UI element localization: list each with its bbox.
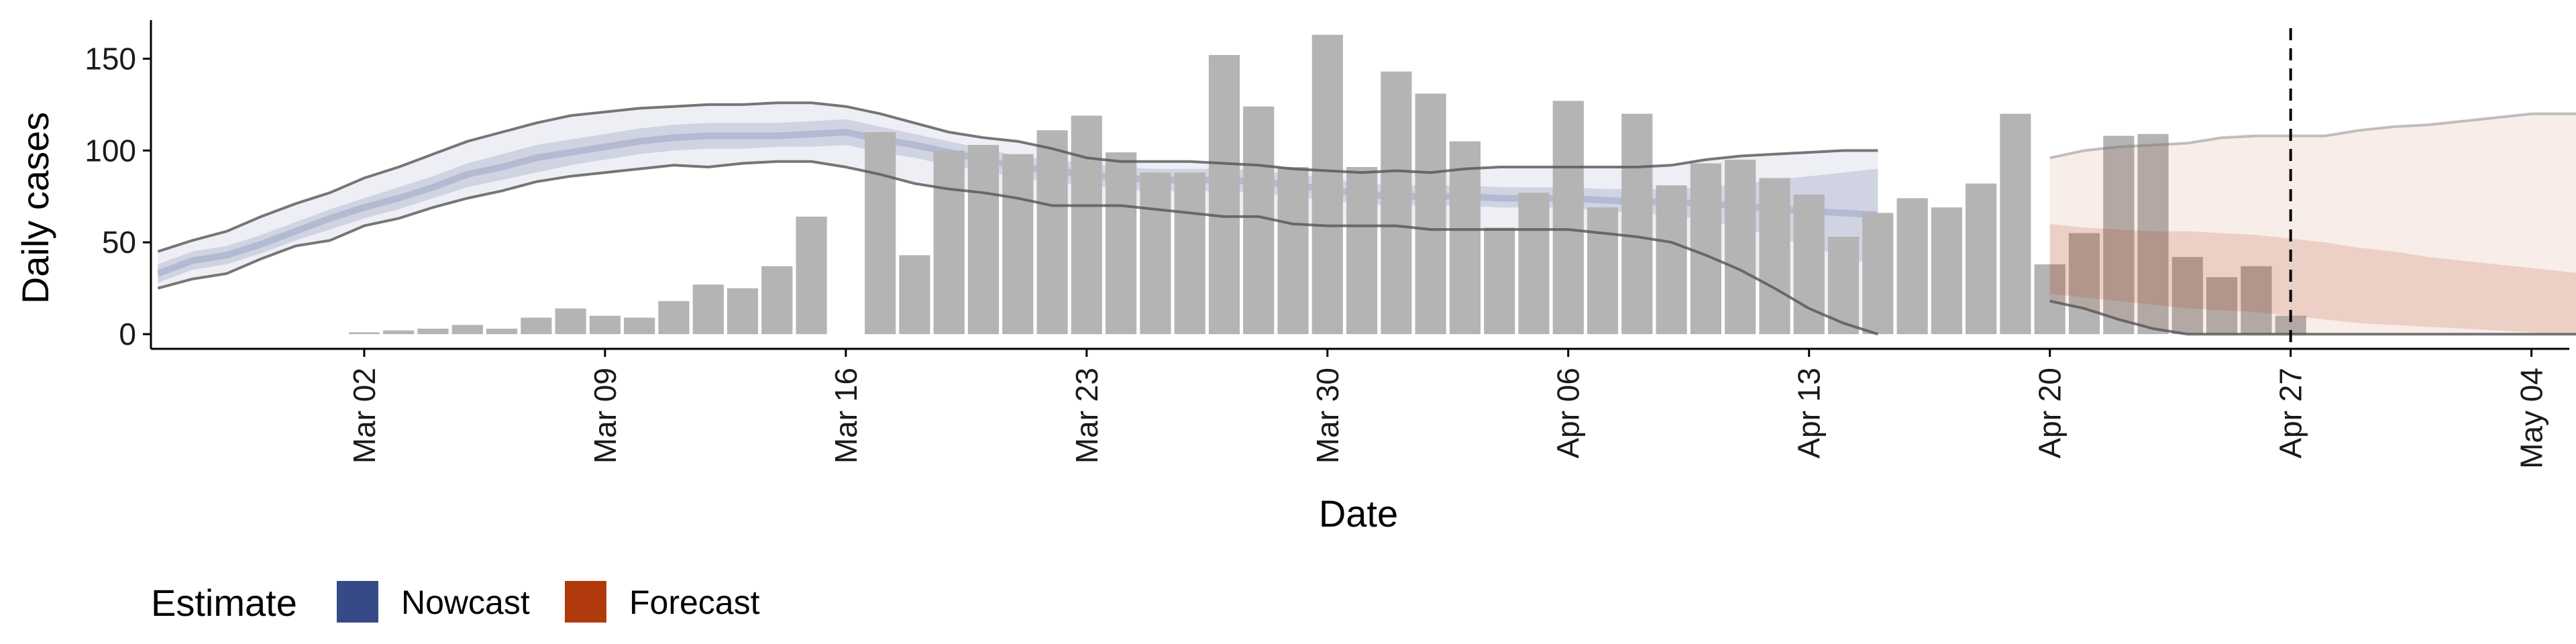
- nowcast-lower-line: [157, 160, 1878, 336]
- legend-label-nowcast: Nowcast: [401, 584, 530, 621]
- case-bar: [1690, 163, 1721, 335]
- y-ticks: 0 50 100 150: [85, 41, 151, 352]
- nowcast-outer-band: [158, 103, 1878, 335]
- legend-swatch-forecast: [565, 581, 606, 623]
- legend: Estimate Nowcast Forecast: [151, 581, 760, 624]
- case-bar: [624, 317, 655, 335]
- forecast-outer-band: [2049, 113, 2576, 335]
- case-bar: [2103, 136, 2135, 335]
- x-tick-label: Mar 23: [1069, 368, 1104, 464]
- case-bar: [521, 317, 552, 335]
- y-tick-label: 100: [85, 133, 136, 168]
- case-bar: [589, 315, 621, 335]
- case-bar: [1793, 195, 1825, 335]
- case-bar: [1311, 34, 1343, 335]
- forecast-lower-line: [2049, 299, 2576, 336]
- case-bar: [1381, 71, 1412, 335]
- case-bar: [451, 325, 483, 335]
- x-tick-label: Mar 09: [588, 368, 623, 464]
- legend-swatch-nowcast: [337, 581, 378, 623]
- case-bar: [2068, 233, 2100, 335]
- x-tick-label: Apr 06: [1551, 368, 1586, 459]
- case-bar: [1621, 113, 1653, 335]
- case-bar: [1725, 160, 1756, 335]
- case-bars: [348, 34, 2306, 335]
- legend-label-forecast: Forecast: [629, 584, 760, 621]
- nowcast-inner-band: [158, 119, 1878, 283]
- case-bar: [1552, 101, 1584, 335]
- case-bar: [967, 145, 1000, 335]
- case-bar: [1896, 198, 1928, 335]
- case-bar: [1071, 115, 1102, 335]
- x-tick-label: Mar 02: [347, 368, 382, 464]
- plot-area: [156, 28, 2576, 349]
- case-bar: [1966, 183, 1997, 335]
- case-bar: [899, 255, 930, 335]
- nowcast-upper-line: [157, 101, 1878, 253]
- case-bar: [2000, 113, 2031, 335]
- x-tick-label: Mar 30: [1310, 368, 1345, 464]
- case-bar: [933, 150, 965, 335]
- case-bar: [865, 132, 896, 335]
- x-tick-label: Apr 13: [1792, 368, 1827, 459]
- case-bar: [727, 288, 759, 335]
- forecast-inner-band: [2049, 223, 2576, 335]
- case-bar: [2137, 133, 2169, 335]
- case-bar: [2034, 264, 2065, 335]
- y-tick-label: 150: [85, 41, 136, 76]
- case-bar: [1243, 106, 1275, 335]
- case-bar: [2171, 257, 2203, 335]
- case-bar: [796, 216, 827, 335]
- case-bar: [1346, 167, 1378, 335]
- case-bar: [1415, 93, 1446, 335]
- case-bar: [1174, 172, 1205, 335]
- case-bar: [1106, 152, 1137, 335]
- x-axis-title: Date: [1319, 492, 1398, 535]
- forecast-bands: [2049, 113, 2576, 335]
- x-tick-label: Apr 27: [2273, 368, 2308, 459]
- case-bar: [1208, 55, 1240, 335]
- x-tick-label: Mar 16: [828, 368, 863, 464]
- case-bar: [1931, 207, 1962, 335]
- case-bar: [1862, 213, 1894, 335]
- case-bar: [383, 330, 415, 335]
- x-tick-label: May 04: [2514, 368, 2549, 469]
- case-bar: [1277, 167, 1309, 335]
- case-bar: [1656, 185, 1687, 335]
- case-bar: [486, 328, 518, 335]
- case-bar: [555, 308, 586, 335]
- case-bar: [2241, 266, 2272, 335]
- case-bar: [658, 301, 690, 335]
- case-bar: [1140, 172, 1171, 335]
- case-bar: [417, 328, 449, 335]
- x-tick-label: Apr 20: [2033, 368, 2068, 459]
- x-ticks: Mar 02 Mar 09 Mar 16 Mar 23 Mar 30 Apr 06 Apr …: [347, 349, 2549, 469]
- case-bar: [692, 284, 724, 335]
- y-axis-title: Daily cases: [14, 112, 56, 304]
- case-bar: [2206, 277, 2238, 335]
- case-bar: [1484, 227, 1515, 335]
- case-bar: [348, 332, 380, 335]
- x-axis: Mar 02 Mar 09 Mar 16 Mar 23 Mar 30 Apr 06 Apr …: [151, 347, 2569, 469]
- case-bar: [761, 266, 793, 335]
- case-bar: [1002, 154, 1034, 335]
- y-tick-label: 0: [119, 317, 136, 352]
- case-bar: [1587, 207, 1619, 335]
- case-bar: [1759, 178, 1790, 335]
- y-tick-label: 50: [102, 225, 136, 260]
- case-bar: [1036, 130, 1068, 335]
- forecast-upper-line: [2049, 112, 2576, 160]
- y-axis: 0 50 100 150: [85, 20, 152, 352]
- case-bar: [1518, 193, 1550, 335]
- legend-title: Estimate: [151, 582, 297, 624]
- case-bar: [1449, 141, 1481, 335]
- interval-lines: [157, 101, 2576, 336]
